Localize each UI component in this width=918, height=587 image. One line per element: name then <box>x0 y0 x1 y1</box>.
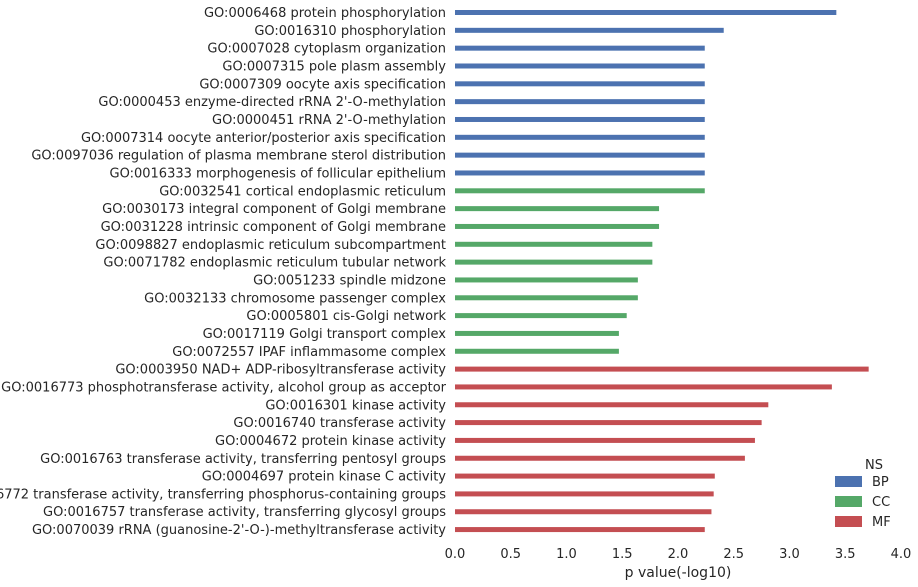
bar-cc <box>455 295 638 301</box>
x-tick-label: 0.0 <box>445 547 466 562</box>
category-label: GO:0000453 enzyme-directed rRNA 2'-O-met… <box>98 95 446 110</box>
category-label: GO:0007315 pole plasm assembly <box>222 59 446 74</box>
category-label: GO:0071782 endoplasmic reticulum tubular… <box>103 256 446 271</box>
legend-label-cc: CC <box>872 495 890 510</box>
category-label: GO:0016333 morphogenesis of follicular e… <box>110 166 446 181</box>
category-label: GO:0030173 integral component of Golgi m… <box>102 202 446 217</box>
bar-bp <box>455 99 705 105</box>
bar-cc <box>455 348 619 354</box>
bar-bp <box>455 134 705 140</box>
bar-cc <box>455 330 619 336</box>
bar-mf <box>455 455 745 461</box>
legend: NS BP CC MF <box>835 458 891 530</box>
category-label: GO:0006468 protein phosphorylation <box>204 6 446 21</box>
bar-bp <box>455 27 724 33</box>
category-label: GO:0016773 phosphotransferase activity, … <box>1 380 446 395</box>
category-label: GO:0051233 spindle midzone <box>253 273 446 288</box>
bar-cc <box>455 223 660 229</box>
bar-bp <box>455 152 705 158</box>
category-label: GO:0016763 transferase activity, transfe… <box>40 452 446 467</box>
category-label: GO:0003950 NAD+ ADP-ribosyltransferase a… <box>115 363 446 378</box>
x-tick-label: 1.0 <box>556 547 577 562</box>
category-label: GO:0017119 Golgi transport complex <box>203 327 447 342</box>
x-tick-label: 4.0 <box>891 547 912 562</box>
category-label: GO:0016301 kinase activity <box>265 398 446 413</box>
category-label: GO:0016740 transferase activity <box>233 416 446 431</box>
category-label: GO:0004697 protein kinase C activity <box>202 470 447 485</box>
bar-bp <box>455 81 705 87</box>
x-tick-label: 1.5 <box>612 547 633 562</box>
legend-swatch-cc <box>835 496 862 507</box>
category-label: GO:0007309 oocyte axis specification <box>199 77 446 92</box>
bar-mf <box>455 384 832 390</box>
legend-label-mf: MF <box>872 515 891 530</box>
category-label: GO:0032541 cortical endoplasmic reticulu… <box>159 184 446 199</box>
category-label: GO:0000451 rRNA 2'-O-methylation <box>212 113 446 128</box>
bar-mf <box>455 491 714 497</box>
bar-cc <box>455 259 653 265</box>
bar-mf <box>455 402 769 408</box>
bar-mf <box>455 473 715 479</box>
bar-bp <box>455 10 837 15</box>
legend-swatch-bp <box>835 476 862 487</box>
x-axis-label: p value(-log10) <box>625 565 732 581</box>
bar-mf <box>455 420 762 426</box>
bar-mf <box>455 437 755 443</box>
bar-mf <box>455 527 705 533</box>
category-label: GO:0072557 IPAF inflammasome complex <box>172 345 446 360</box>
category-label: GO:0032133 chromosome passenger complex <box>144 291 446 306</box>
bar-cc <box>455 277 638 283</box>
bar-bp <box>455 170 705 176</box>
category-label: GO:0016310 phosphorylation <box>254 24 446 39</box>
legend-label-bp: BP <box>872 475 889 490</box>
bars-layer <box>455 10 869 533</box>
legend-swatch-mf <box>835 516 862 527</box>
bar-cc <box>455 206 660 212</box>
x-axis-ticks: 0.0 0.5 1.0 1.5 2.0 2.5 3.0 3.5 4.0 <box>445 547 912 562</box>
x-tick-label: 3.0 <box>779 547 800 562</box>
bar-cc <box>455 313 627 319</box>
legend-title: NS <box>865 458 883 473</box>
category-label: GO:0004672 protein kinase activity <box>215 434 446 449</box>
category-label: GO:0007314 oocyte anterior/posterior axi… <box>81 131 446 146</box>
category-label: GO:0007028 cytoplasm organization <box>207 42 446 57</box>
x-tick-label: 3.5 <box>835 547 856 562</box>
x-tick-label: 0.5 <box>500 547 521 562</box>
bar-mf <box>455 366 869 372</box>
bar-bp <box>455 45 705 51</box>
category-label: GO:0070039 rRNA (guanosine-2'-O-)-methyl… <box>32 523 446 538</box>
bar-bp <box>455 116 705 122</box>
category-label: GO:0005801 cis-Golgi network <box>246 309 446 324</box>
bar-bp <box>455 63 705 69</box>
x-tick-label: 2.0 <box>668 547 689 562</box>
category-label: GO:0016772 transferase activity, transfe… <box>0 487 446 502</box>
category-labels: GO:0006468 protein phosphorylation GO:001… <box>0 6 447 538</box>
category-label: GO:0097036 regulation of plasma membrane… <box>31 149 446 164</box>
bar-cc <box>455 241 653 247</box>
bar-cc <box>455 188 705 194</box>
category-label: GO:0016757 transferase activity, transfe… <box>43 505 446 520</box>
category-label: GO:0031228 intrinsic component of Golgi … <box>101 220 446 235</box>
bar-mf <box>455 509 712 515</box>
x-tick-label: 2.5 <box>723 547 744 562</box>
category-label: GO:0098827 endoplasmic reticulum subcomp… <box>95 238 446 253</box>
